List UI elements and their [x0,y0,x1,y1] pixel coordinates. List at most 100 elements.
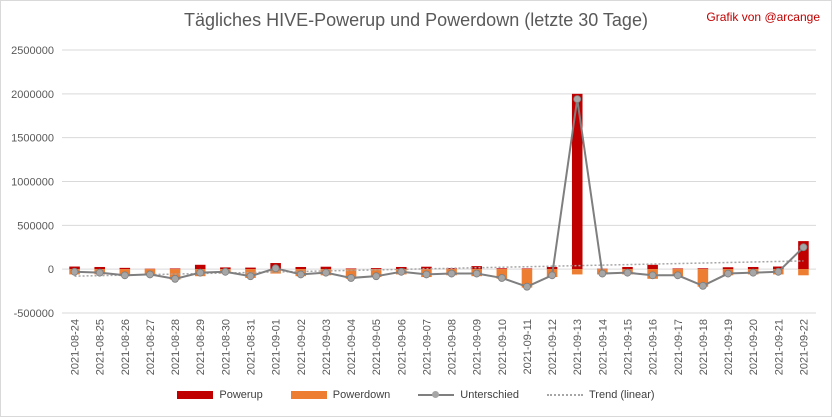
bar-powerdown [571,269,583,275]
legend-label-powerdown: Powerdown [332,389,391,401]
x-tick-label: 2021-08-29 [195,319,207,375]
net-point [548,271,556,280]
x-tick-label: 2021-08-31 [246,319,258,375]
x-tick-label: 2021-09-16 [648,319,660,375]
x-tick-label: 2021-08-27 [145,319,157,375]
net-point [648,271,657,280]
y-tick-label: 2000000 [11,89,54,101]
x-tick-label: 2021-09-02 [296,319,308,375]
x-tick-label: 2021-09-03 [321,319,333,375]
bar-powerdown [697,269,709,287]
x-tick-label: 2021-09-12 [547,319,559,375]
bar-powerup [471,266,482,270]
x-tick-label: 2021-08-24 [70,319,82,375]
bar-powerup [773,266,784,270]
bar-powerup [295,266,307,270]
x-tick-label: 2021-09-17 [673,319,685,375]
x-tick-label: 2021-09-19 [723,319,735,375]
net-point [699,281,707,290]
net-point [120,271,129,280]
legend-item-net: Unterschied [418,389,519,401]
net-point [296,270,305,279]
legend-label-powerup: Powerup [219,389,263,401]
bar-powerup [320,266,332,270]
bar-powerup [119,267,131,270]
bar-powerup [697,268,709,270]
bar-powerup [647,264,658,270]
y-tick-label: -500000 [14,308,54,320]
legend-swatch-powerup [177,391,214,399]
net-point [70,267,79,276]
bar-powerdown [496,269,508,279]
x-tick-label: 2021-09-15 [623,319,635,375]
net-point [724,269,732,278]
chart-legend: Powerup Powerdown Unterschied Trend (lin… [0,389,832,401]
bar-powerup [622,266,633,270]
x-tick-label: 2021-09-09 [472,319,484,375]
legend-item-powerdown: Powerdown [290,389,391,401]
net-point [271,264,280,273]
net-point [246,272,255,281]
y-tick-label: 2500000 [11,45,54,57]
x-tick-label: 2021-08-28 [170,319,182,375]
bar-powerup [94,266,105,270]
net-point [146,270,154,279]
net-point [447,269,456,278]
bar-powerdown [521,269,533,288]
net-point [95,268,104,277]
net-point [171,274,180,283]
bar-powerup [747,266,759,270]
bar-powerup [169,268,181,270]
net-point [598,269,607,278]
net-point [573,95,582,103]
bar-powerup [672,268,684,270]
net-point [196,268,205,277]
bar-powerdown [798,269,809,276]
net-point [749,268,758,277]
net-point [623,268,632,277]
legend-swatch-powerdown [290,391,327,399]
x-tick-label: 2021-09-18 [698,319,710,375]
x-tick-label: 2021-09-13 [572,319,584,375]
net-point [347,274,355,282]
net-point [397,267,406,276]
bar-powerdown [345,269,357,279]
legend-swatch-net [418,390,455,400]
legend-item-trend: Trend (linear) [546,389,655,401]
legend-swatch-trend [546,394,583,396]
legend-label-trend: Trend (linear) [588,389,655,401]
net-point [472,269,481,278]
chart-title: Tägliches HIVE-Powerup und Powerdown (le… [184,10,648,30]
net-point [497,274,506,282]
x-tick-label: 2021-09-11 [522,319,534,374]
x-tick-label: 2021-09-22 [798,319,810,375]
net-line [74,98,805,288]
x-tick-label: 2021-09-05 [371,319,383,375]
bar-powerup [194,264,206,270]
net-point [221,267,230,276]
x-tick-label: 2021-08-30 [220,319,232,375]
bar-powerup [798,241,809,270]
bar-powerup [722,267,734,270]
x-tick-label: 2021-09-04 [346,319,358,375]
y-tick-label: 0 [48,264,54,276]
y-tick-label: 1500000 [11,133,54,145]
net-point [673,271,682,280]
bar-powerup [370,268,382,270]
x-tick-label: 2021-09-01 [271,319,283,375]
x-tick-label: 2021-09-10 [497,319,509,375]
bar-powerup [571,93,583,270]
net-point [372,272,381,281]
bar-powerup [521,268,533,270]
legend-item-powerup: Powerup [177,389,263,401]
x-tick-label: 2021-09-21 [773,319,785,375]
x-tick-label: 2021-08-25 [95,319,107,375]
net-point [321,268,330,277]
x-tick-label: 2021-09-14 [597,319,609,375]
bar-powerup [546,266,558,270]
x-tick-label: 2021-09-20 [748,319,760,375]
y-tick-label: 1000000 [11,177,54,189]
bar-powerup [69,266,80,270]
